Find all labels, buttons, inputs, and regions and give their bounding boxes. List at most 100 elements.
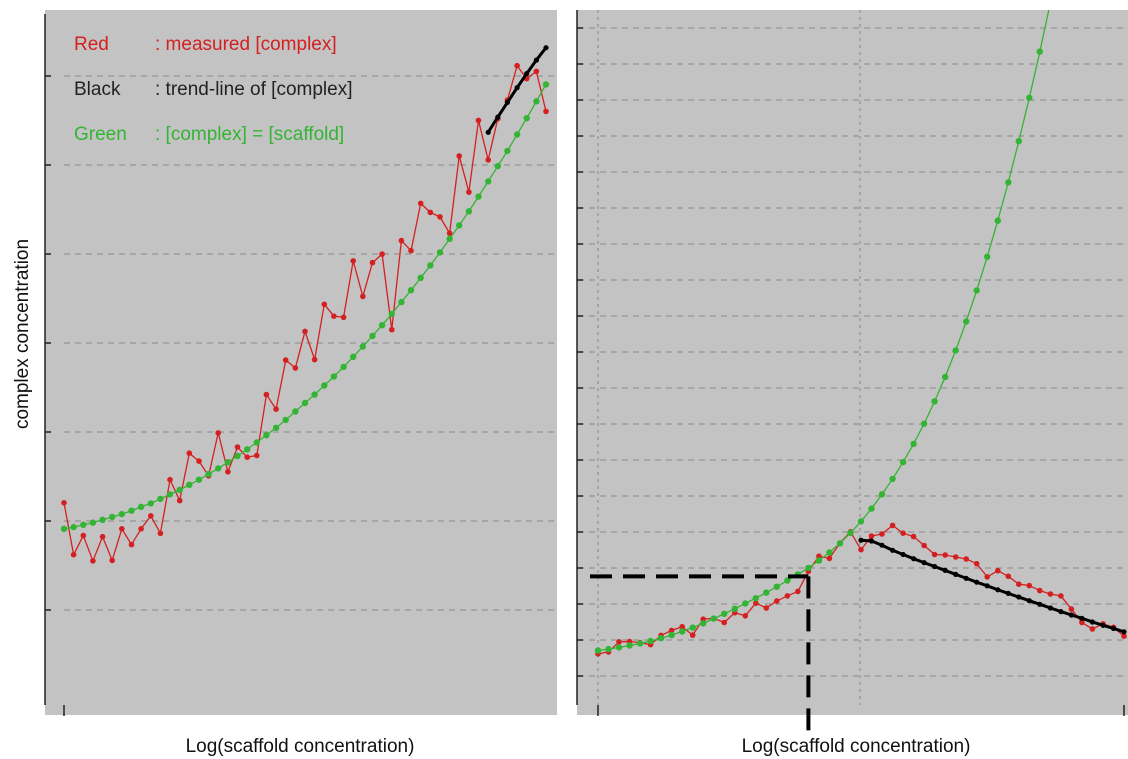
data-point-scaffold (679, 628, 686, 635)
data-point-scaffold (301, 399, 309, 407)
data-point-measured (340, 314, 347, 321)
data-point-scaffold (99, 516, 106, 523)
data-point-trend (1047, 605, 1053, 611)
data-point-measured (70, 551, 77, 558)
right-y-ticks (577, 27, 583, 677)
data-point-scaffold (157, 495, 164, 503)
data-point-scaffold (282, 416, 289, 424)
data-point-measured (984, 574, 990, 580)
left-gridlines (64, 75, 556, 611)
data-point-scaffold (330, 373, 338, 380)
data-point-measured (302, 328, 308, 335)
data-point-measured (408, 247, 414, 254)
data-point-scaffold (1047, 0, 1053, 6)
data-point-scaffold (815, 557, 823, 564)
data-point-scaffold (417, 274, 424, 281)
data-point-measured (119, 526, 125, 532)
data-point-scaffold (427, 262, 434, 269)
data-point-scaffold (1036, 48, 1044, 55)
data-point-scaffold (378, 322, 386, 329)
data-point-scaffold (773, 583, 780, 590)
data-point-measured (379, 251, 385, 257)
data-point-measured (456, 153, 463, 159)
data-point-scaffold (647, 637, 654, 645)
data-point-scaffold (689, 624, 696, 631)
data-point-measured (61, 500, 67, 506)
data-point-trend (1058, 609, 1064, 615)
data-point-scaffold (1005, 179, 1012, 186)
data-point-scaffold (485, 178, 492, 185)
data-point-scaffold (350, 353, 357, 360)
data-point-measured (253, 452, 260, 459)
data-point-trend (1121, 629, 1127, 635)
data-point-scaffold (311, 391, 318, 398)
data-point-scaffold (784, 577, 791, 584)
data-point-measured (973, 560, 980, 567)
data-point-trend (932, 563, 938, 570)
data-point-scaffold (994, 217, 1001, 224)
data-point-scaffold (878, 491, 886, 498)
data-point-scaffold (847, 529, 854, 537)
data-point-measured (90, 558, 96, 564)
data-point-measured (1079, 619, 1085, 626)
right-reference-lines (590, 574, 811, 740)
data-point-measured (80, 532, 87, 539)
data-point-scaffold (195, 476, 203, 483)
data-point-measured (910, 533, 917, 540)
data-point-scaffold (398, 298, 405, 306)
data-point-scaffold (731, 605, 738, 612)
data-point-trend (495, 114, 501, 120)
data-point-measured (879, 531, 885, 537)
data-point-measured (331, 313, 337, 320)
data-point-scaffold (1026, 94, 1033, 102)
data-point-trend (1089, 619, 1095, 625)
data-point-scaffold (89, 519, 97, 526)
data-point-scaffold (889, 475, 896, 483)
data-point-measured (1026, 582, 1033, 589)
data-point-trend (543, 45, 549, 51)
data-point-scaffold (942, 373, 949, 381)
data-point-measured (942, 552, 948, 558)
data-point-scaffold (805, 564, 812, 572)
data-point-measured (742, 613, 749, 619)
data-point-trend (911, 556, 917, 562)
data-point-scaffold (340, 363, 347, 371)
data-point-scaffold (118, 510, 126, 518)
left-plot-background (45, 10, 557, 715)
data-point-measured (795, 588, 801, 595)
data-point-scaffold (446, 235, 453, 243)
data-point-trend (953, 571, 959, 578)
left-y-ticks (45, 75, 51, 611)
data-point-measured (1016, 581, 1022, 587)
data-point-scaffold (60, 525, 68, 532)
data-point-measured (858, 546, 864, 553)
data-point-scaffold (899, 458, 907, 466)
data-point-scaffold (963, 318, 970, 325)
data-point-trend (1016, 594, 1022, 600)
data-point-measured (292, 365, 299, 371)
data-point-scaffold (109, 513, 116, 521)
data-point-scaffold (272, 424, 280, 431)
data-point-measured (215, 430, 221, 436)
data-point-scaffold (523, 115, 530, 122)
left-x-axis-label: Log(scaffold concentration) (186, 736, 415, 757)
data-point-scaffold (836, 540, 844, 547)
data-point-measured (721, 619, 727, 626)
data-point-scaffold (826, 549, 833, 556)
data-point-measured (186, 450, 193, 457)
data-point-measured (196, 458, 202, 464)
data-point-scaffold (752, 595, 759, 602)
data-point-trend (984, 583, 990, 589)
data-point-scaffold (513, 131, 521, 138)
data-point-measured (1037, 587, 1043, 594)
data-point-scaffold (292, 408, 299, 415)
data-point-scaffold (359, 343, 366, 350)
data-point-scaffold (763, 589, 770, 596)
data-point-scaffold (700, 620, 707, 627)
data-point-scaffold (657, 635, 665, 642)
data-point-measured (282, 357, 289, 363)
data-point-scaffold (910, 440, 917, 448)
data-point-scaffold (504, 147, 511, 155)
data-point-trend (963, 575, 969, 581)
data-point-measured (273, 406, 279, 413)
